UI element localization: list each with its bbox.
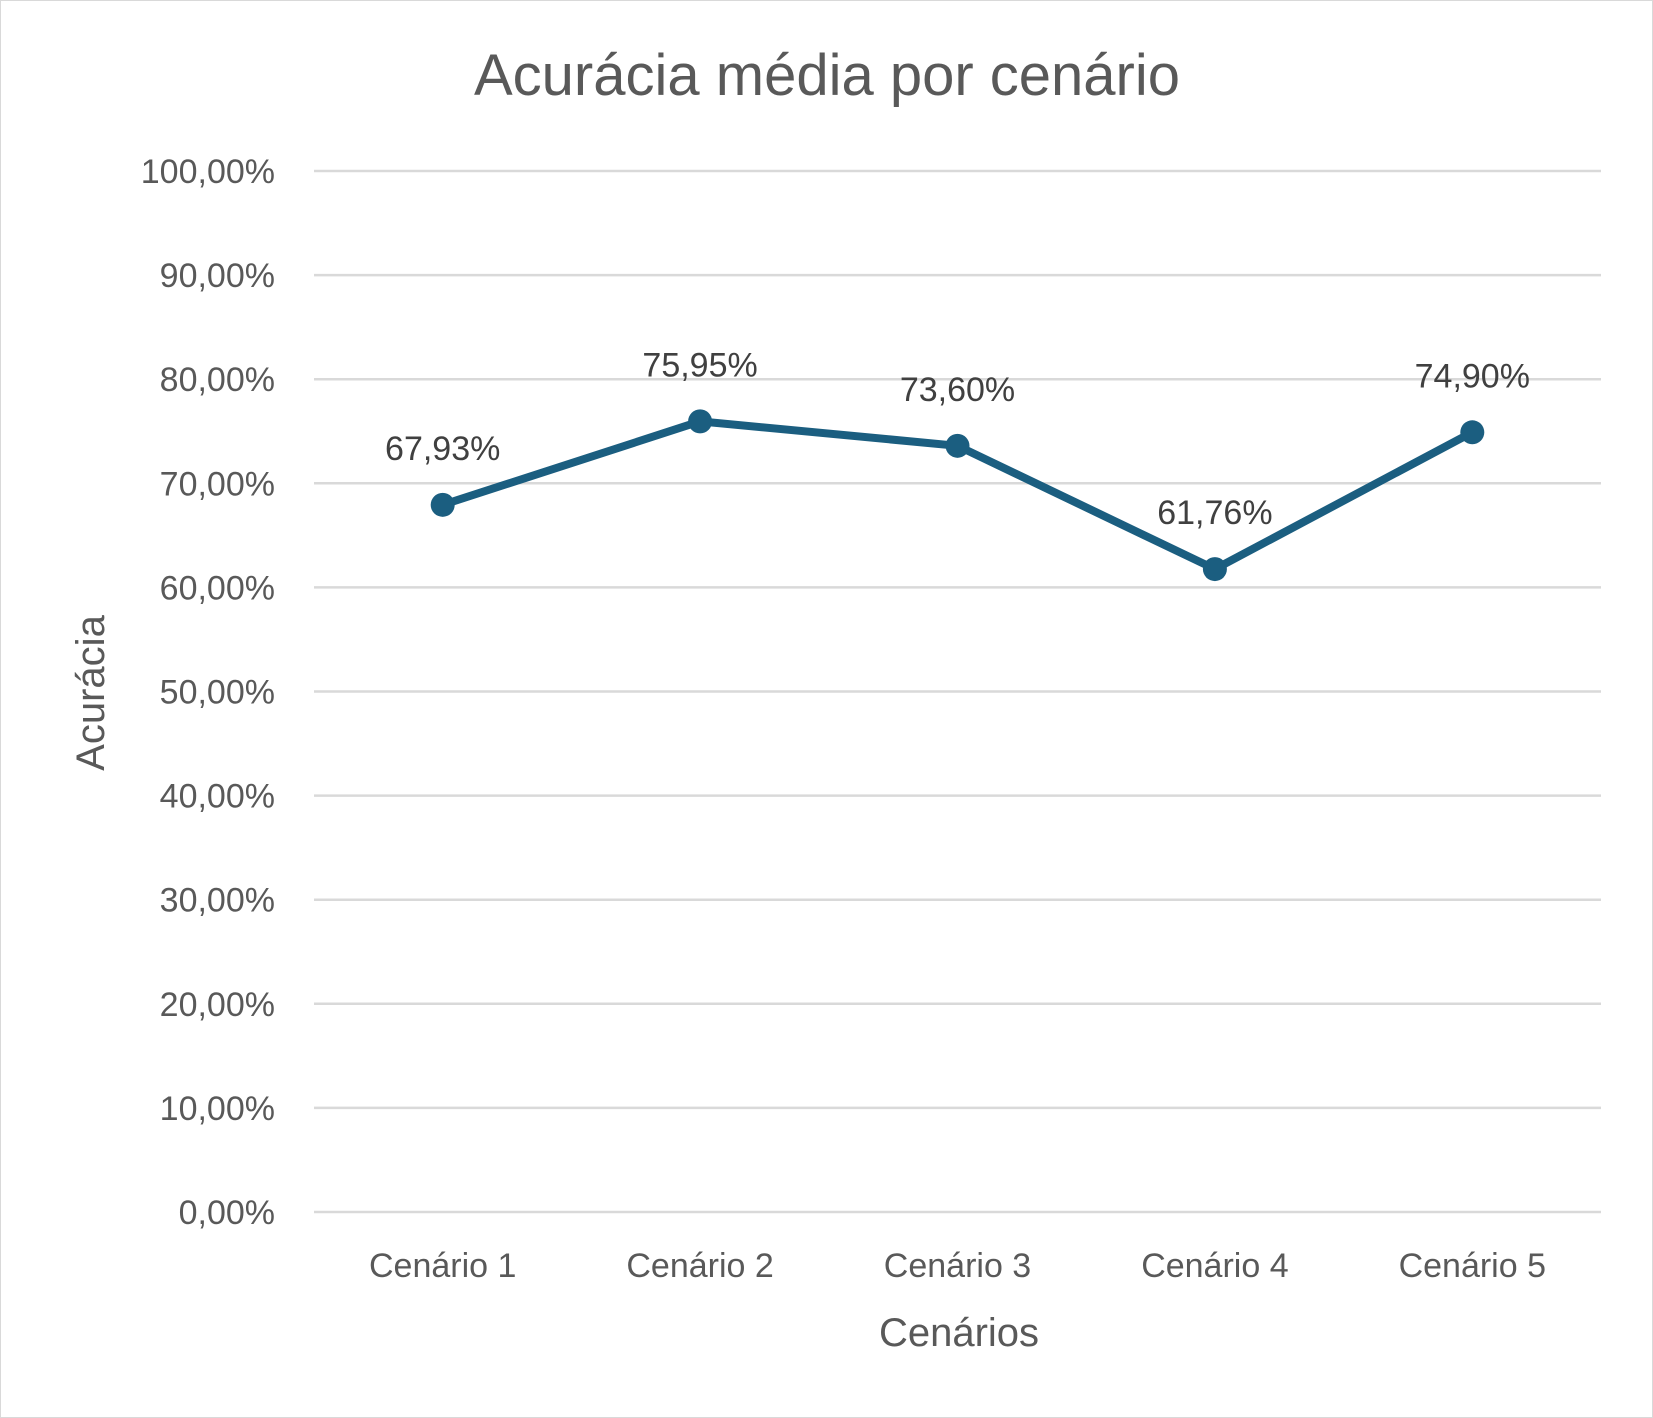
x-tick-label: Cenário 2 xyxy=(626,1247,773,1285)
y-tick-label: 70,00% xyxy=(160,465,275,503)
x-tick-label: Cenário 3 xyxy=(884,1247,1031,1285)
data-point xyxy=(688,409,713,434)
data-markers xyxy=(430,409,1485,582)
y-tick-label: 40,00% xyxy=(160,778,275,816)
x-axis-title: Cenários xyxy=(879,1311,1039,1355)
data-label: 75,95% xyxy=(642,346,757,384)
data-label: 73,60% xyxy=(900,371,1015,409)
x-tick-label: Cenário 5 xyxy=(1399,1247,1546,1285)
y-tick-label: 100,00% xyxy=(141,153,275,191)
data-label: 67,93% xyxy=(385,430,500,468)
y-tick-label: 60,00% xyxy=(160,569,275,607)
data-point xyxy=(1460,420,1485,445)
chart-title: Acurácia média por cenário xyxy=(474,43,1180,108)
y-tick-label: 10,00% xyxy=(160,1090,275,1128)
y-tick-label: 50,00% xyxy=(160,674,275,712)
data-point xyxy=(1202,557,1227,582)
x-axis-tick-labels: Cenário 1 Cenário 2 Cenário 3 Cenário 4 Cená… xyxy=(369,1247,1546,1285)
y-axis-title: Acurácia xyxy=(69,614,113,770)
data-label: 74,90% xyxy=(1415,357,1530,395)
data-label: 61,76% xyxy=(1157,494,1272,532)
y-tick-label: 80,00% xyxy=(160,361,275,399)
y-tick-label: 20,00% xyxy=(160,986,275,1024)
x-tick-label: Cenário 1 xyxy=(369,1247,516,1285)
data-point xyxy=(945,433,970,458)
data-point xyxy=(430,492,455,517)
y-tick-label: 0,00% xyxy=(179,1194,275,1232)
data-labels: 67,93% 75,95% 73,60% 61,76% 74,90% xyxy=(385,346,1530,532)
y-tick-label: 30,00% xyxy=(160,882,275,920)
y-tick-label: 90,00% xyxy=(160,257,275,295)
y-axis-tick-labels: 0,00% 10,00% 20,00% 30,00% 40,00% 50,00% 60,00… xyxy=(141,153,275,1232)
gridlines xyxy=(314,169,1601,1214)
x-tick-label: Cenário 4 xyxy=(1141,1247,1288,1285)
